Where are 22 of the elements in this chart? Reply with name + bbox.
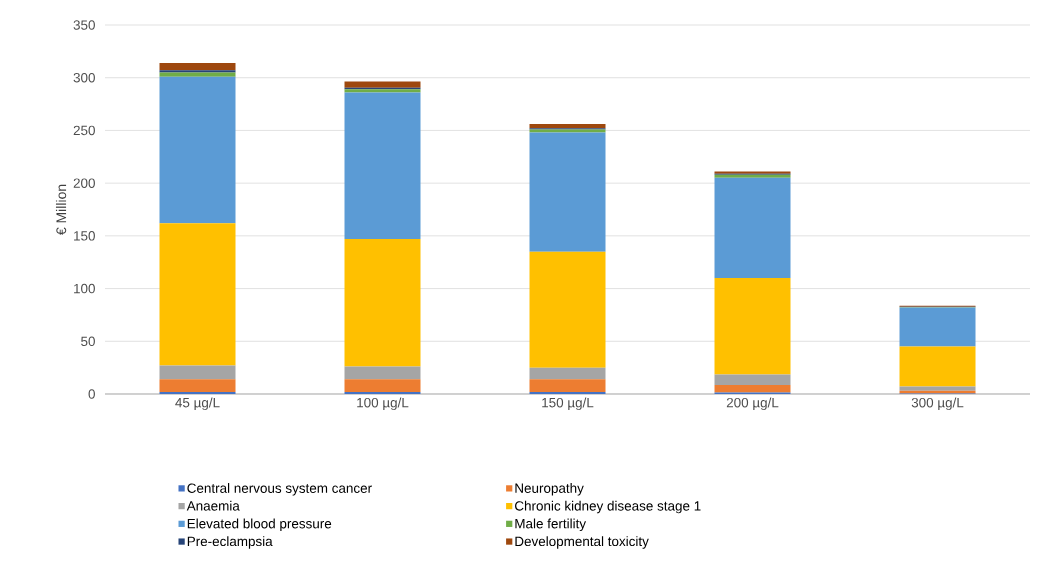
legend-label: Male fertility xyxy=(515,518,587,532)
legend-label: Neuropathy xyxy=(515,483,584,496)
y-tick-label: 0 xyxy=(88,389,95,399)
legend-label: Elevated blood pressure xyxy=(187,518,332,532)
legend-label: Central nervous system cancer xyxy=(187,483,372,496)
y-tick-label: 100 xyxy=(74,283,95,294)
x-tick-label: 200 µg/L xyxy=(726,397,779,411)
y-axis-title: € Million xyxy=(55,184,67,235)
legend-label: Pre-eclampsia xyxy=(187,536,273,549)
y-tick-label: 200 xyxy=(73,178,95,188)
x-tick-label: 150 µg/L xyxy=(542,397,594,411)
y-tick-label: 150 xyxy=(74,231,95,241)
legend-label: Chronic kidney disease stage 1 xyxy=(515,500,701,514)
x-tick-label: 100 µg/L xyxy=(357,397,409,411)
y-tick-label: 300 xyxy=(73,72,95,83)
y-tick-label: 250 xyxy=(73,125,95,136)
legend-label: Developmental toxicity xyxy=(515,536,649,549)
x-tick-label: 45 µg/L xyxy=(175,397,220,411)
y-tick-label: 350 xyxy=(73,20,95,30)
legend-label: Anaemia xyxy=(186,500,240,511)
x-tick-label: 300 µg/L xyxy=(911,397,964,411)
y-tick-label: 50 xyxy=(81,336,95,347)
